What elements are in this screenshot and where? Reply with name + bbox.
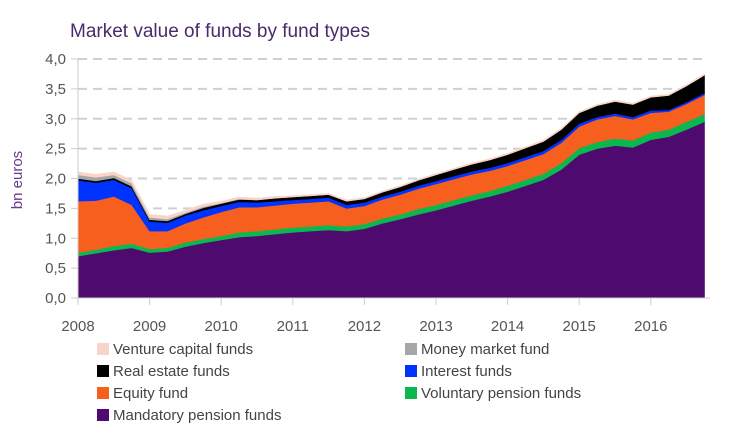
legend-item: Venture capital funds: [97, 341, 253, 358]
legend-item: Voluntary pension funds: [405, 385, 581, 402]
x-tick-label: 2011: [277, 318, 309, 335]
legend-label: Equity fund: [113, 385, 188, 402]
x-tick-label: 2016: [634, 318, 667, 335]
legend-label: Voluntary pension funds: [421, 385, 581, 402]
y-tick-label: 4,0: [45, 51, 66, 68]
legend-item: Equity fund: [97, 385, 188, 402]
legend-swatch: [97, 343, 109, 355]
legend-label: Real estate funds: [113, 363, 230, 380]
x-tick-label: 2013: [419, 318, 452, 335]
x-tick-label: 2008: [61, 318, 94, 335]
legend-item: Real estate funds: [97, 363, 230, 380]
y-tick-label: 1,0: [45, 230, 66, 247]
legend-swatch: [405, 343, 417, 355]
legend-item: Interest funds: [405, 363, 512, 380]
legend-label: Mandatory pension funds: [113, 407, 281, 424]
y-tick-label: 1,5: [45, 200, 66, 217]
y-tick-label: 3,0: [45, 111, 66, 128]
y-tick-label: 2,5: [45, 141, 66, 158]
x-tick-label: 2014: [491, 318, 524, 335]
x-tick-label: 2012: [348, 318, 381, 335]
x-tick-label: 2010: [205, 318, 238, 335]
legend-swatch: [405, 365, 417, 377]
y-tick-label: 0,5: [45, 260, 66, 277]
chart-title: Market value of funds by fund types: [70, 21, 370, 42]
y-tick-label: 3,5: [45, 81, 66, 98]
legend-swatch: [97, 365, 109, 377]
legend-swatch: [405, 387, 417, 399]
legend-label: Venture capital funds: [113, 341, 253, 358]
legend-label: Interest funds: [421, 363, 512, 380]
y-tick-label: 2,0: [45, 171, 66, 188]
legend-item: Mandatory pension funds: [97, 407, 281, 424]
legend-swatch: [97, 387, 109, 399]
legend-item: Money market fund: [405, 341, 549, 358]
x-tick-label: 2009: [133, 318, 166, 335]
legend-label: Money market fund: [421, 341, 549, 358]
y-axis-label: bn euros: [9, 151, 26, 209]
y-tick-label: 0,0: [45, 290, 66, 307]
legend-swatch: [97, 409, 109, 421]
x-tick-label: 2015: [563, 318, 596, 335]
area-venture-capital-funds: [77, 73, 705, 220]
